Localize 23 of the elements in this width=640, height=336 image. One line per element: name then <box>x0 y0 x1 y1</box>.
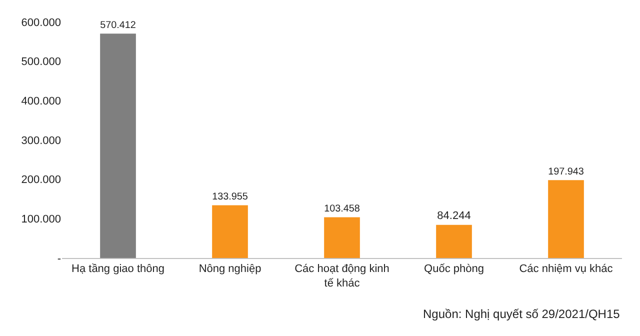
x-tick-label: Nông nghiệp <box>198 263 262 276</box>
bar <box>548 180 584 258</box>
data-label: 570.412 <box>100 20 136 31</box>
y-tick-label: - <box>57 252 62 265</box>
y-tick-label: 400.000 <box>21 96 61 108</box>
y-tick-label: 600.000 <box>21 16 61 29</box>
data-label: 103.458 <box>324 204 360 215</box>
data-label: 133.955 <box>212 192 248 203</box>
data-label: 84.244 <box>437 210 471 222</box>
bar <box>436 224 472 258</box>
text: Nguồn: Nghị quyết số 29/2021/QH15 <box>423 307 620 321</box>
bar <box>212 205 248 258</box>
x-tick-label: Các hoạt động kinh tế khác <box>294 263 390 290</box>
y-tick-label: 300.000 <box>21 134 61 147</box>
x-tick-label: Hạ tầng giao thông <box>72 263 164 276</box>
bar <box>100 34 136 258</box>
y-tick-label: 500.000 <box>21 56 61 68</box>
bar <box>324 217 360 258</box>
x-tick-label: Các nhiệm vụ khác <box>519 263 614 276</box>
y-tick-label: 200.000 <box>21 174 61 186</box>
y-tick-label: 100.000 <box>21 214 61 226</box>
x-tick-label: Quốc phòng <box>424 263 484 276</box>
data-label: 197.943 <box>548 166 584 178</box>
